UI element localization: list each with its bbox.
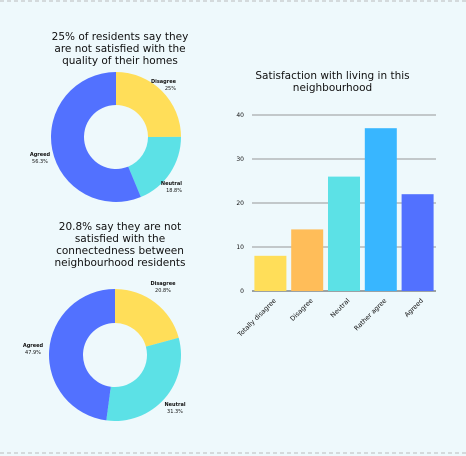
y-tick-label: 30	[236, 156, 244, 163]
slice-label: Agreed	[30, 152, 51, 158]
bar	[328, 176, 360, 291]
bar	[401, 194, 434, 291]
bar	[364, 128, 397, 291]
slice-value-label: 31.3%	[167, 409, 183, 415]
donut-title: 20.8% say they are not satisfied with th…	[54, 221, 186, 269]
slice-label: Neutral	[161, 181, 182, 187]
donut-slice	[51, 72, 141, 202]
y-tick-label: 0	[240, 288, 244, 295]
bar-title: Satisfaction with living in this neighbo…	[255, 70, 410, 94]
donut-slice	[128, 136, 181, 198]
donut-slice	[115, 289, 179, 347]
x-tick-label: Agreed	[403, 297, 425, 319]
y-tick-label: 10	[236, 244, 244, 251]
slice-value-label: 25%	[165, 86, 176, 92]
slice-value-label: 47.9%	[25, 350, 41, 356]
y-tick-label: 20	[236, 200, 244, 207]
slice-value-label: 20.8%	[155, 288, 171, 294]
donut-slice	[106, 337, 182, 421]
x-tick-label: Totally disagree	[235, 297, 277, 339]
slice-label: Disagree	[151, 79, 177, 85]
y-tick-label: 40	[236, 112, 244, 119]
slice-value-label: 18.8%	[166, 188, 182, 194]
x-tick-label: Disagree	[289, 297, 315, 323]
slice-label: Disagree	[150, 281, 176, 287]
slice-label: Agreed	[23, 343, 44, 349]
x-tick-label: Rather agree	[353, 297, 389, 333]
bar	[254, 255, 287, 291]
x-tick-label: Neutral	[329, 297, 352, 320]
slice-value-label: 56.3%	[32, 159, 48, 165]
donut-slice	[48, 289, 115, 421]
slice-label: Neutral	[164, 402, 185, 408]
donut-slice	[116, 72, 181, 137]
bar	[291, 229, 324, 291]
donut-title: 25% of residents say they are not satisf…	[51, 31, 189, 67]
